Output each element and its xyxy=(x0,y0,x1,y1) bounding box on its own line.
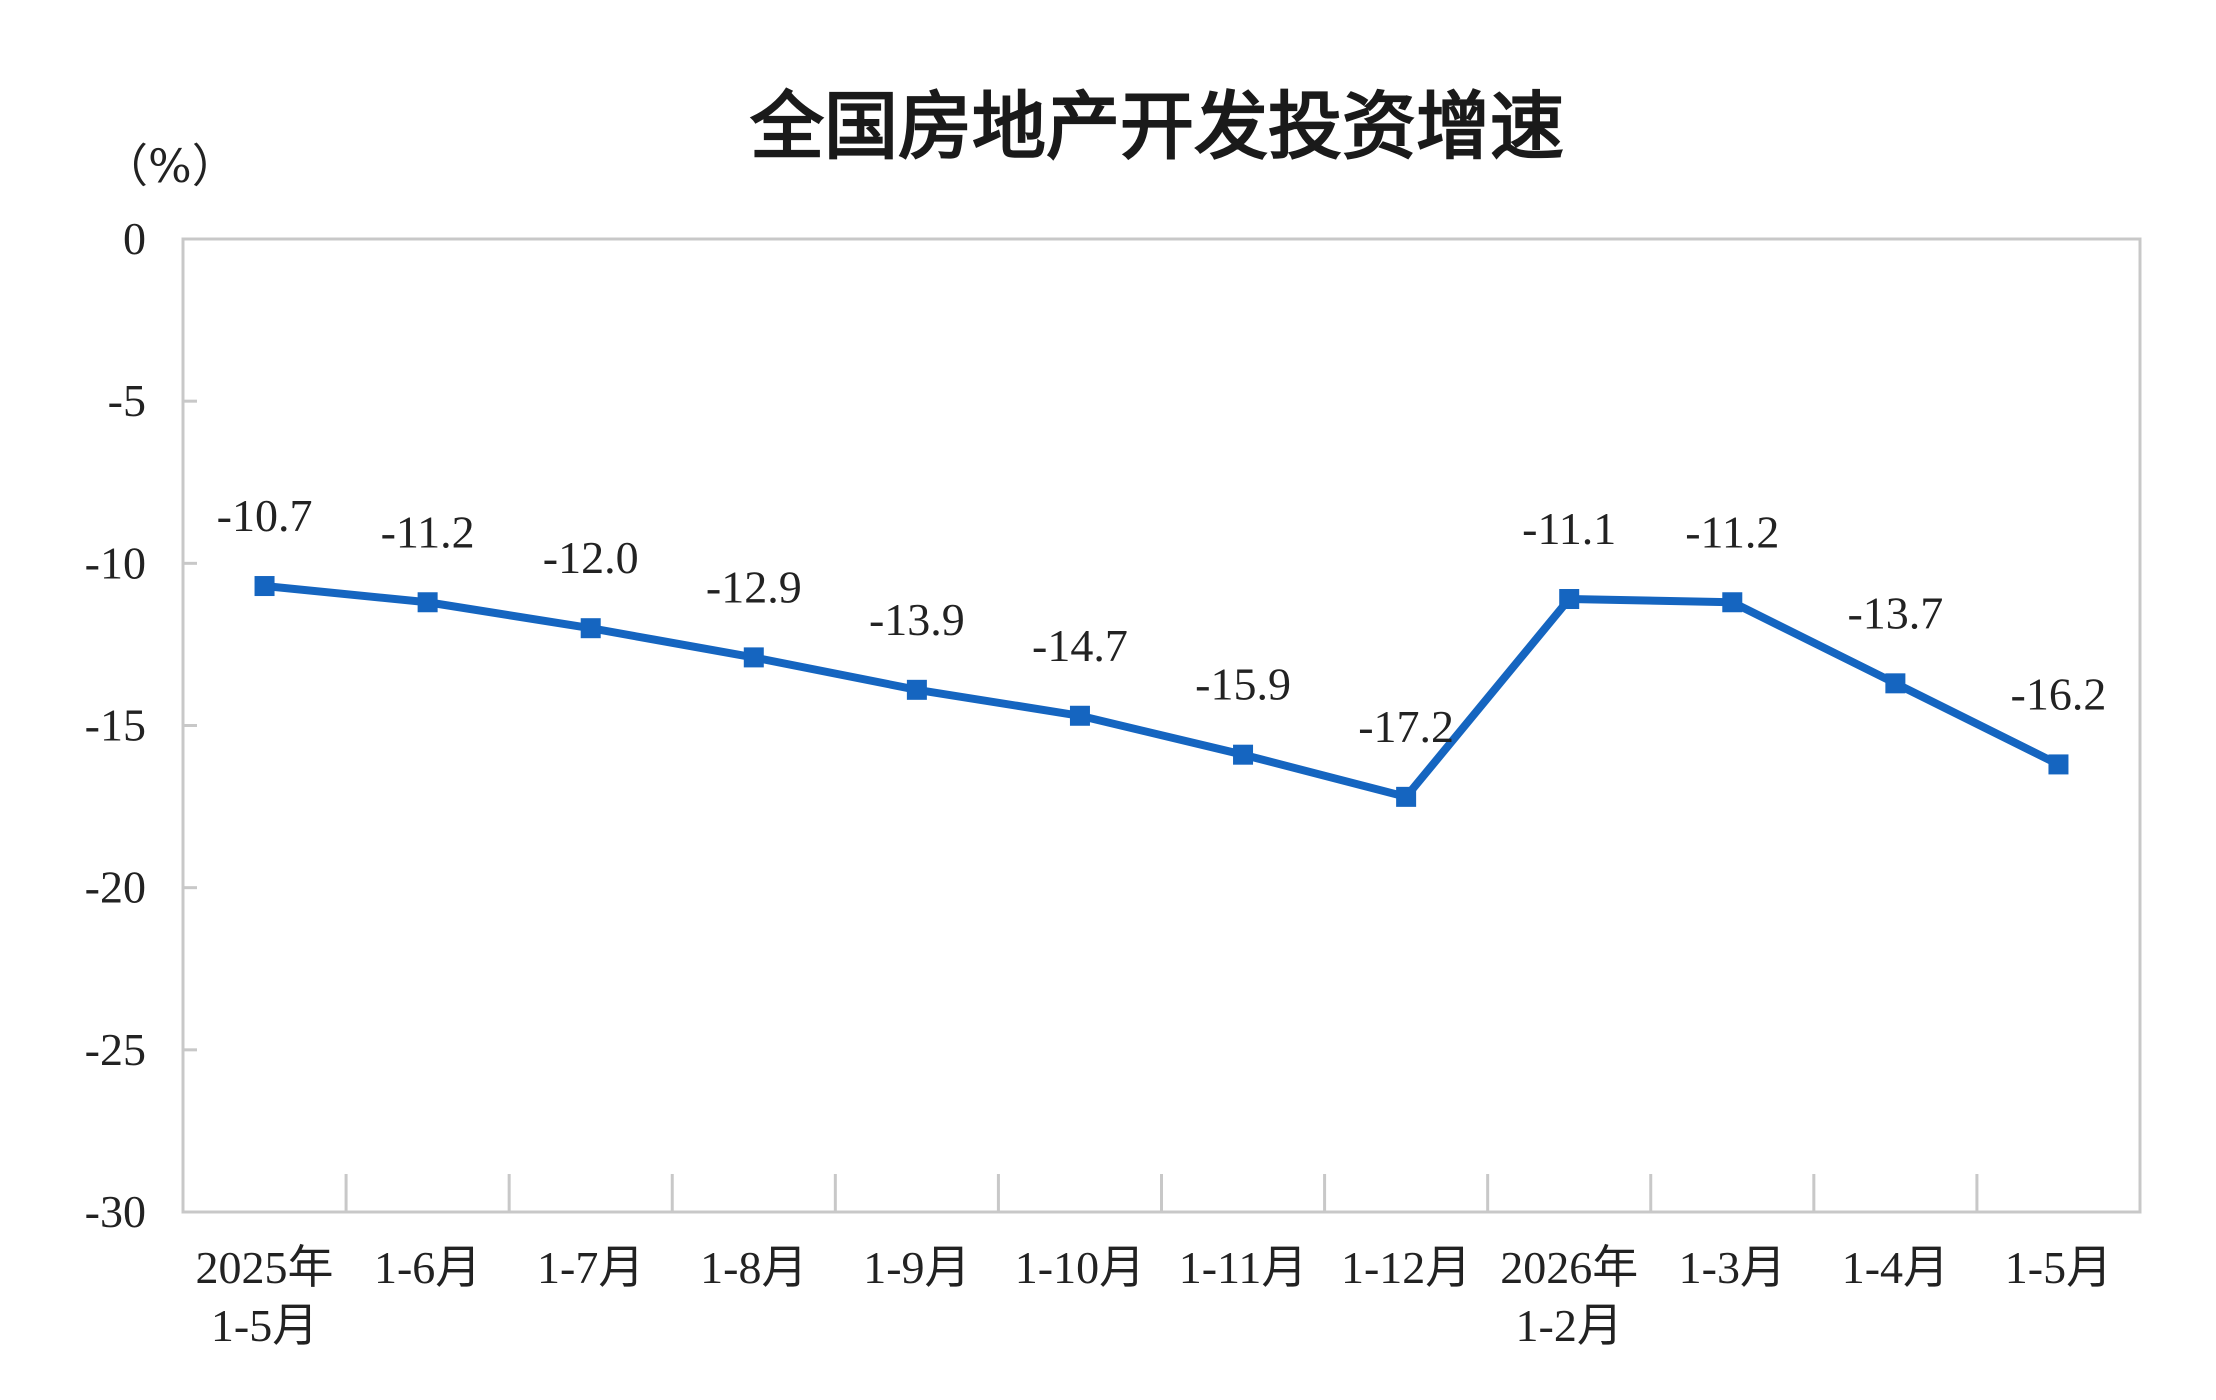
y-tick-label: -30 xyxy=(85,1186,146,1237)
data-point xyxy=(1722,592,1743,613)
y-tick-label: 0 xyxy=(123,213,146,264)
data-label: -14.7 xyxy=(1032,620,1128,671)
data-point xyxy=(906,679,927,700)
x-tick-label-line: 1-9月 xyxy=(863,1242,970,1293)
data-label: -11.1 xyxy=(1522,503,1616,554)
data-label: -13.9 xyxy=(869,594,965,645)
data-label: -11.2 xyxy=(1685,506,1779,557)
x-tick-label: 1-5月 xyxy=(2005,1242,2112,1293)
data-point xyxy=(743,647,764,668)
data-point xyxy=(2048,754,2069,775)
x-tick-label: 1-8月 xyxy=(700,1242,807,1293)
y-tick-label: -20 xyxy=(85,862,146,913)
data-point xyxy=(1396,786,1417,807)
x-tick-label-line: 1-10月 xyxy=(1015,1242,1145,1293)
series-markers xyxy=(254,576,2069,807)
data-point xyxy=(580,618,601,639)
x-axis: 2025年 1-5月 1-6月 1-7月 1-8月 1-9月 1-10月 1-11月 1-12月… xyxy=(196,1174,2112,1351)
y-tick-label: -10 xyxy=(85,537,146,588)
y-axis: 0 -5 -10 -15 -20 -25 -30 xyxy=(85,213,197,1237)
data-point xyxy=(1885,673,1906,694)
data-label: -10.7 xyxy=(217,490,313,541)
data-label: -11.2 xyxy=(381,506,475,557)
y-tick-label: -25 xyxy=(85,1024,146,1075)
y-tick-label: -5 xyxy=(108,375,146,426)
x-tick-label-line: 1-5月 xyxy=(2005,1242,2112,1293)
chart-title: 全国房地产开发投资增速 xyxy=(749,84,1564,170)
x-tick-label: 2025年 1-5月 xyxy=(196,1242,334,1351)
data-point xyxy=(1069,705,1090,726)
x-tick-label-line: 1-7月 xyxy=(537,1242,644,1293)
x-tick-label-line: 1-12月 xyxy=(1341,1242,1471,1293)
data-label: -12.0 xyxy=(543,532,639,583)
x-tick-label-line: 1-6月 xyxy=(374,1242,481,1293)
x-tick-label: 2026年 1-2月 xyxy=(1500,1242,1638,1351)
data-label: -12.9 xyxy=(706,561,802,612)
data-point xyxy=(417,592,438,613)
x-tick-label: 1-10月 xyxy=(1015,1242,1145,1293)
x-tick-label-line: 1-2月 xyxy=(1516,1300,1623,1351)
x-tick-label-line: 1-8月 xyxy=(700,1242,807,1293)
x-tick-label-line: 2026年 xyxy=(1500,1242,1638,1293)
data-point xyxy=(254,576,275,597)
y-tick-label: -15 xyxy=(85,700,146,751)
x-tick-label: 1-12月 xyxy=(1341,1242,1471,1293)
data-point xyxy=(1233,744,1254,765)
data-label: -16.2 xyxy=(2011,668,2107,719)
x-tick-label-line: 1-11月 xyxy=(1179,1242,1308,1293)
y-axis-unit: （%） xyxy=(102,139,238,193)
series-line xyxy=(260,582,2063,801)
data-label: -17.2 xyxy=(1358,701,1454,752)
data-label: -15.9 xyxy=(1195,659,1291,710)
x-tick-label: 1-6月 xyxy=(374,1242,481,1293)
data-label: -13.7 xyxy=(1847,587,1943,638)
x-tick-label: 1-9月 xyxy=(863,1242,970,1293)
x-tick-label: 1-7月 xyxy=(537,1242,644,1293)
plot-frame xyxy=(181,237,2142,1214)
x-tick-label: 1-4月 xyxy=(1842,1242,1949,1293)
x-tick-label-line: 2025年 xyxy=(196,1242,334,1293)
x-tick-label-line: 1-4月 xyxy=(1842,1242,1949,1293)
x-tick-label-line: 1-5月 xyxy=(211,1300,318,1351)
x-tick-label-line: 1-3月 xyxy=(1679,1242,1786,1293)
data-point xyxy=(1559,589,1580,610)
x-tick-label: 1-3月 xyxy=(1679,1242,1786,1293)
data-labels: -10.7 -11.2 -12.0 -12.9 -13.9 -14.7 -15.9 -17.2… xyxy=(217,490,2107,752)
x-tick-label: 1-11月 xyxy=(1179,1242,1308,1293)
